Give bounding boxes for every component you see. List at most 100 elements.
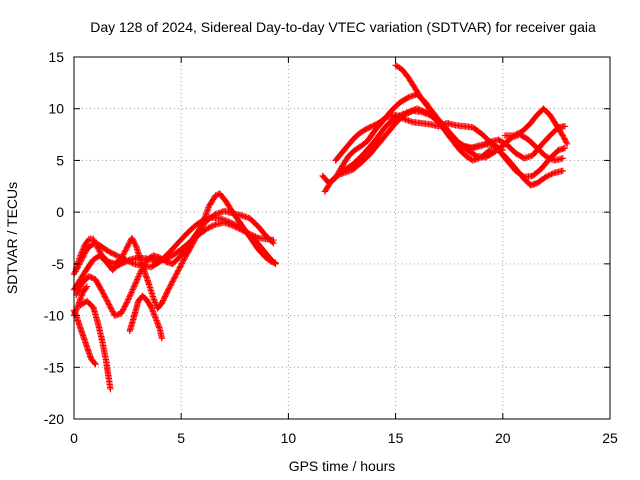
data-point <box>88 242 95 249</box>
data-point <box>127 292 134 299</box>
data-point <box>563 140 571 148</box>
data-point <box>72 309 79 316</box>
data-point <box>138 266 146 273</box>
data-point <box>416 106 423 113</box>
data-point <box>107 304 114 311</box>
data-point <box>158 300 166 307</box>
plot-frame <box>73 56 611 420</box>
data-point <box>71 269 78 276</box>
data-point <box>125 257 132 265</box>
data-point <box>543 173 551 180</box>
data-point <box>150 296 158 303</box>
data-point <box>130 238 138 246</box>
data-point <box>136 271 143 279</box>
y-tick-label: -15 <box>44 359 64 375</box>
data-point <box>156 324 163 331</box>
data-point <box>133 277 140 284</box>
data-point <box>216 215 223 222</box>
data-point <box>77 252 84 259</box>
x-tick-label: 20 <box>495 430 511 446</box>
data-point <box>178 260 186 267</box>
x-axis-label: GPS time / hours <box>289 458 396 474</box>
data-point <box>209 222 216 230</box>
data-point <box>97 249 104 256</box>
x-tick-label: 10 <box>281 430 297 446</box>
series-sat-n <box>338 105 506 175</box>
data-point <box>83 283 91 290</box>
data-point <box>561 123 569 130</box>
data-point <box>169 278 176 285</box>
data-point <box>120 306 127 313</box>
data-point <box>79 248 86 255</box>
data-point <box>121 248 128 255</box>
data-point <box>103 297 111 304</box>
data-point <box>109 308 116 315</box>
data-point <box>100 290 107 297</box>
data-point <box>216 209 223 216</box>
data-point <box>488 140 496 148</box>
series-sat-d <box>72 207 277 319</box>
series-sat-m <box>501 105 571 148</box>
x-tick-label: 15 <box>388 430 404 446</box>
data-point <box>511 131 519 139</box>
data-point <box>138 267 145 274</box>
data-point <box>74 288 81 296</box>
data-point <box>118 254 126 261</box>
data-point <box>122 302 129 309</box>
data-point <box>112 251 119 259</box>
data-point <box>121 303 128 310</box>
data-point <box>101 293 108 300</box>
data-point <box>119 307 126 314</box>
data-point <box>208 223 215 230</box>
data-point <box>124 243 131 250</box>
data-point <box>499 146 506 154</box>
data-point <box>130 284 137 292</box>
data-point <box>563 139 570 146</box>
data-point <box>77 250 85 258</box>
data-point <box>136 270 143 277</box>
series-sat-c <box>72 190 279 312</box>
data-point <box>212 192 219 199</box>
data-point <box>108 306 116 314</box>
data-point <box>178 261 185 269</box>
data-point <box>560 133 567 141</box>
data-point <box>498 146 505 153</box>
data-point <box>130 237 137 244</box>
data-point <box>238 212 245 219</box>
data-point <box>272 259 279 267</box>
data-point <box>95 245 102 252</box>
data-point <box>140 262 148 269</box>
data-point <box>181 254 188 262</box>
data-point <box>210 222 218 229</box>
data-point <box>179 258 186 266</box>
data-point <box>134 274 142 282</box>
data-point <box>123 244 131 251</box>
data-point <box>403 109 410 117</box>
data-point <box>142 259 149 266</box>
data-point <box>125 296 132 303</box>
data-point <box>230 221 238 228</box>
data-point <box>150 294 157 302</box>
data-point <box>516 129 523 136</box>
data-point <box>129 236 136 243</box>
data-point <box>99 288 106 296</box>
data-point <box>98 287 106 294</box>
data-point <box>82 284 90 292</box>
data-point <box>161 293 169 300</box>
data-point <box>162 291 169 299</box>
data-point <box>203 208 211 215</box>
data-point <box>559 132 566 139</box>
data-point <box>134 276 141 283</box>
data-point <box>102 294 109 301</box>
data-point <box>165 285 173 292</box>
data-point <box>105 301 113 308</box>
data-point <box>154 320 161 327</box>
data-point <box>168 279 176 286</box>
data-point <box>408 118 415 125</box>
data-point <box>77 282 85 289</box>
series-sat-e <box>70 307 99 368</box>
data-point <box>120 304 128 312</box>
data-point <box>93 241 100 248</box>
